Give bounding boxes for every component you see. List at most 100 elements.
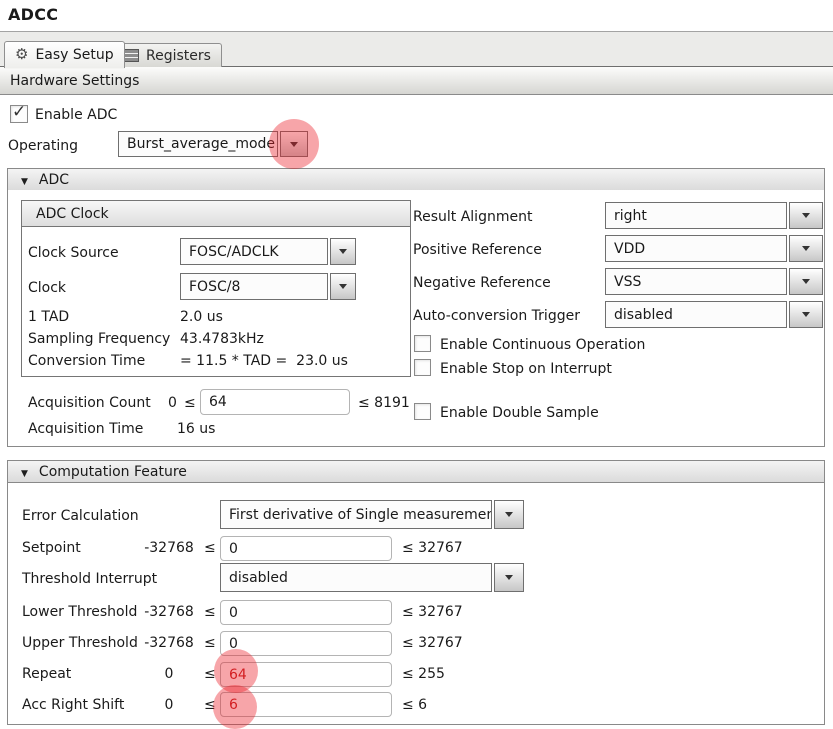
repeat-input[interactable] — [220, 662, 392, 687]
auto-conversion-trigger-combobox-value[interactable]: disabled — [605, 301, 787, 328]
setpoint-min: -32768 — [144, 540, 194, 556]
positive-reference-combobox-arrow-icon[interactable] — [789, 235, 823, 262]
threshold-interrupt-combobox-value[interactable]: disabled — [220, 563, 492, 592]
lower-threshold-max: ≤ 32767 — [402, 604, 463, 620]
auto-conversion-trigger-combobox[interactable]: disabled — [605, 301, 823, 328]
error-calculation-combobox[interactable]: First derivative of Single measurement — [220, 500, 524, 529]
operating-combobox[interactable]: Burst_average_mode — [118, 131, 308, 157]
clock-label: Clock — [28, 280, 67, 296]
lower-threshold-min: -32768 — [144, 604, 194, 620]
result-alignment-label: Result Alignment — [413, 209, 533, 225]
lower-threshold-label: Lower Threshold — [22, 604, 138, 620]
error-calculation-combobox-arrow-icon[interactable] — [494, 500, 524, 529]
result-alignment-combobox[interactable]: right — [605, 202, 823, 229]
acquisition-time-label: Acquisition Time — [28, 421, 144, 437]
acc-right-shift-max: ≤ 6 — [402, 697, 428, 713]
auto-conversion-trigger-label: Auto-conversion Trigger — [413, 308, 580, 324]
enable-continuous-operation-checkbox[interactable] — [414, 335, 431, 352]
computation-section-title: Computation Feature — [38, 463, 187, 480]
tab-easy-setup-label: Easy Setup — [35, 47, 114, 63]
acc-right-shift-label: Acc Right Shift — [22, 697, 125, 713]
clock-source-combobox[interactable]: FOSC/ADCLK — [180, 238, 356, 265]
conversion-time-label: Conversion Time — [28, 353, 146, 369]
negative-reference-combobox-arrow-icon[interactable] — [789, 268, 823, 295]
lte-symbol: ≤ — [184, 395, 196, 411]
repeat-label: Repeat — [22, 666, 72, 682]
tad-value: 2.0 us — [180, 309, 223, 325]
lower-threshold-input[interactable] — [220, 600, 392, 625]
enable-continuous-operation-label: Enable Continuous Operation — [440, 337, 646, 353]
enable-stop-on-interrupt-checkbox[interactable] — [414, 359, 431, 376]
positive-reference-label: Positive Reference — [413, 242, 542, 258]
negative-reference-combobox-value[interactable]: VSS — [605, 268, 787, 295]
result-alignment-combobox-arrow-icon[interactable] — [789, 202, 823, 229]
upper-threshold-min: -32768 — [144, 635, 194, 651]
adc-clock-group-header: ADC Clock — [22, 201, 410, 227]
hardware-settings-header: Hardware Settings — [0, 67, 833, 95]
negative-reference-label: Negative Reference — [413, 275, 551, 291]
upper-threshold-max: ≤ 32767 — [402, 635, 463, 651]
clock-source-combobox-arrow-icon[interactable] — [330, 238, 356, 265]
acc-right-shift-input[interactable] — [220, 692, 392, 717]
registers-icon — [124, 49, 139, 62]
tab-strip: Easy Setup Registers — [0, 31, 833, 68]
enable-double-sample-checkbox[interactable] — [414, 403, 431, 420]
clock-combobox[interactable]: FOSC/8 — [180, 273, 356, 300]
error-calculation-combobox-value[interactable]: First derivative of Single measurement — [220, 500, 492, 529]
tab-registers[interactable]: Registers — [113, 43, 222, 67]
conversion-time-value: = 11.5 * TAD = 23.0 us — [180, 353, 348, 369]
tab-registers-label: Registers — [146, 47, 211, 64]
operating-label: Operating — [8, 138, 78, 154]
threshold-interrupt-combobox[interactable]: disabled — [220, 563, 524, 592]
lte-symbol: ≤ — [204, 540, 216, 556]
operating-combobox-value[interactable]: Burst_average_mode — [118, 131, 278, 157]
positive-reference-combobox[interactable]: VDD — [605, 235, 823, 262]
setpoint-max: ≤ 32767 — [402, 540, 463, 556]
acquisition-count-input[interactable] — [200, 389, 350, 415]
result-alignment-combobox-value[interactable]: right — [605, 202, 787, 229]
lte-symbol: ≤ — [204, 635, 216, 651]
gear-icon — [15, 47, 28, 63]
repeat-min: 0 — [164, 666, 174, 682]
operating-combobox-arrow-icon[interactable] — [280, 131, 308, 157]
tad-label: 1 TAD — [28, 309, 70, 325]
page-title: ADCC — [8, 5, 59, 24]
lte-symbol: ≤ — [204, 604, 216, 620]
setpoint-label: Setpoint — [22, 540, 81, 556]
acquisition-time-value: 16 us — [177, 421, 216, 437]
sampling-frequency-value: 43.4783kHz — [180, 331, 264, 347]
acquisition-count-label: Acquisition Count — [28, 395, 151, 411]
threshold-interrupt-combobox-arrow-icon[interactable] — [494, 563, 524, 592]
hardware-settings-title: Hardware Settings — [10, 72, 140, 89]
enable-adc-checkbox[interactable] — [10, 102, 28, 123]
clock-combobox-arrow-icon[interactable] — [330, 273, 356, 300]
lte-symbol: ≤ — [204, 697, 216, 713]
collapse-triangle-icon — [21, 172, 28, 188]
computation-section-header[interactable]: Computation Feature — [7, 460, 825, 483]
clock-source-label: Clock Source — [28, 245, 119, 261]
upper-threshold-label: Upper Threshold — [22, 635, 138, 651]
tab-easy-setup[interactable]: Easy Setup — [4, 41, 125, 68]
acc-right-shift-min: 0 — [164, 697, 174, 713]
acquisition-count-min: 0 — [168, 395, 177, 411]
enable-stop-on-interrupt-label: Enable Stop on Interrupt — [440, 361, 612, 377]
threshold-interrupt-label: Threshold Interrupt — [22, 571, 158, 587]
negative-reference-combobox[interactable]: VSS — [605, 268, 823, 295]
adc-clock-group-title: ADC Clock — [36, 205, 109, 222]
clock-combobox-value[interactable]: FOSC/8 — [180, 273, 328, 300]
clock-source-combobox-value[interactable]: FOSC/ADCLK — [180, 238, 328, 265]
adc-section-title: ADC — [38, 171, 70, 188]
sampling-frequency-label: Sampling Frequency — [28, 331, 171, 347]
upper-threshold-input[interactable] — [220, 631, 392, 656]
positive-reference-combobox-value[interactable]: VDD — [605, 235, 787, 262]
enable-adc-label: Enable ADC — [35, 107, 118, 123]
repeat-max: ≤ 255 — [402, 666, 445, 682]
enable-double-sample-label: Enable Double Sample — [440, 405, 599, 421]
adc-section-header[interactable]: ADC — [7, 168, 825, 191]
collapse-triangle-icon — [21, 464, 28, 480]
lte-symbol: ≤ — [204, 666, 216, 682]
error-calculation-label: Error Calculation — [22, 508, 139, 524]
setpoint-input[interactable] — [220, 536, 392, 561]
auto-conversion-trigger-combobox-arrow-icon[interactable] — [789, 301, 823, 328]
